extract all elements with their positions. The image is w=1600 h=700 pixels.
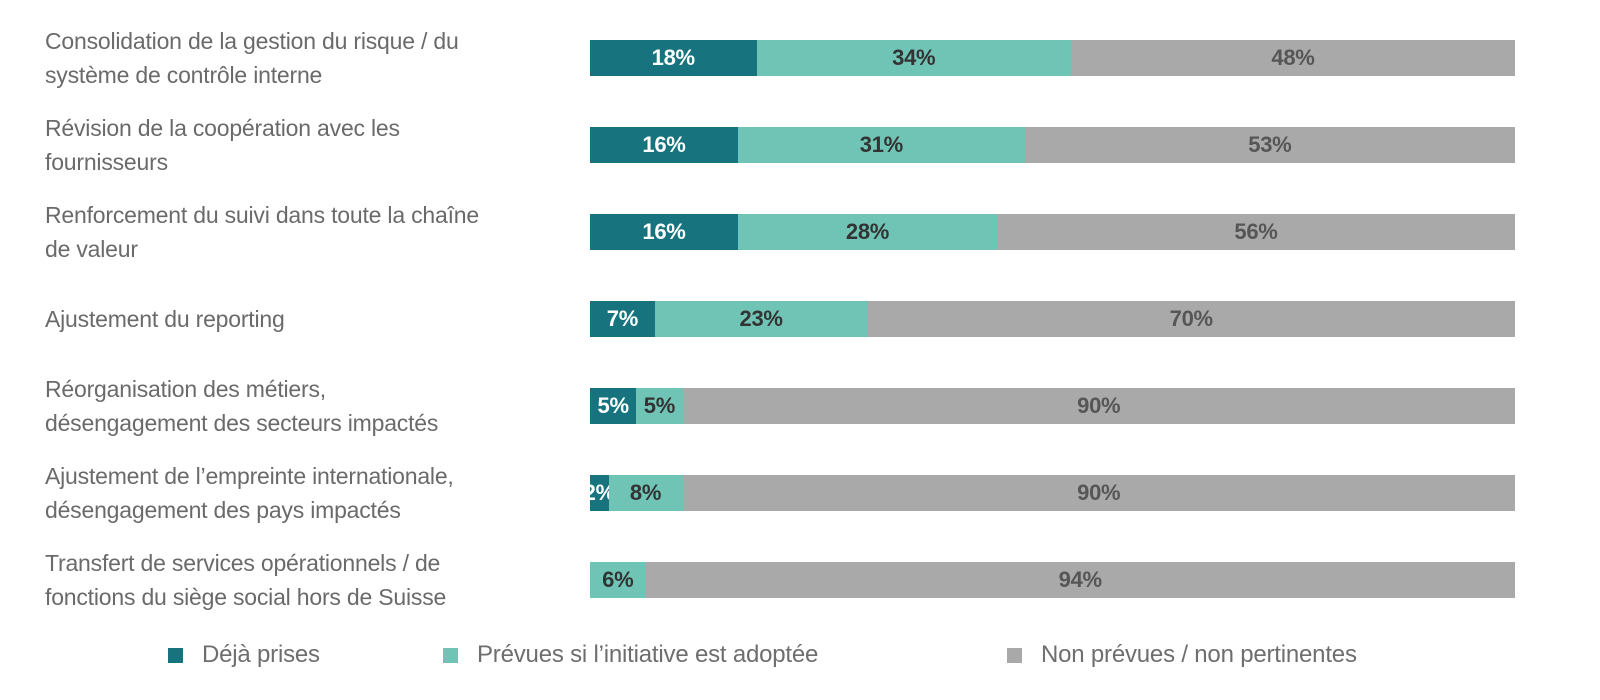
category-label: Renforcement du suivi dans toute la chaî… — [45, 202, 479, 262]
category-label: Ajustement de l’empreinte internationale… — [45, 463, 454, 523]
category-label: Consolidation de la gestion du risque / … — [45, 28, 459, 88]
bar-track: 16% 31% 53% — [590, 127, 1515, 163]
bar-value-label: 48% — [1271, 45, 1315, 70]
bar-segment-prevues: 31% — [738, 127, 1025, 163]
bar-segment-prevues: 23% — [654, 301, 868, 337]
bar-track: 16% 28% 56% — [590, 214, 1515, 250]
bar-value-label: 8% — [629, 480, 662, 505]
legend-swatch-icon — [1007, 647, 1022, 663]
category-label: Réorganisation des métiers, désengagemen… — [45, 376, 439, 436]
bar-value-label: 90% — [1077, 393, 1121, 418]
bar-segment-deja-prises: 16% — [590, 127, 738, 163]
bar-value-label: 16% — [642, 219, 686, 244]
chart-row: Révision de la coopération avec les four… — [45, 105, 1515, 185]
chart-row: Renforcement du suivi dans toute la chaî… — [45, 192, 1515, 272]
bar-value-label: 94% — [1058, 567, 1102, 592]
chart-row: Consolidation de la gestion du risque / … — [45, 18, 1515, 98]
bar-value-label: 5% — [597, 393, 630, 418]
chart-row: Ajustement de l’empreinte internationale… — [45, 453, 1515, 533]
bar-segment-non-prevues: 48% — [1071, 40, 1515, 76]
legend-item-prevues: Prévues si l’initiative est adoptée — [443, 638, 818, 672]
chart-row: Réorganisation des métiers, désengagemen… — [45, 366, 1515, 446]
bar-track: 6% 94% — [590, 562, 1515, 598]
legend-swatch-icon — [443, 647, 458, 663]
bar-segment-deja-prises: 18% — [590, 40, 757, 76]
legend-swatch-icon — [168, 647, 183, 663]
bar-track: 2% 8% 90% — [584, 475, 1515, 511]
legend-label: Non prévues / non pertinentes — [1041, 641, 1357, 668]
bar-value-label: 28% — [845, 219, 890, 244]
bar-segment-deja-prises: 5% — [590, 388, 637, 424]
bar-value-label: 53% — [1248, 132, 1292, 157]
bar-segment-prevues: 6% — [590, 562, 646, 598]
bar-value-label: 34% — [892, 45, 936, 70]
legend-item-deja-prises: Déjà prises — [168, 638, 320, 672]
bar-segment-non-prevues: 94% — [645, 562, 1515, 598]
category-label: Transfert de services opérationnels / de… — [45, 550, 447, 610]
bar-value-label: 23% — [739, 306, 783, 331]
bar-segment-prevues: 5% — [636, 388, 683, 424]
bar-value-label: 6% — [602, 567, 634, 592]
chart-legend: Déjà prises Prévues si l’initiative est … — [0, 638, 1600, 672]
category-label: Ajustement du reporting — [45, 306, 285, 332]
chart-row: Ajustement du reporting 7% 23% 70% — [45, 279, 1515, 359]
bar-segment-non-prevues: 90% — [682, 475, 1515, 511]
bar-value-label: 31% — [859, 132, 903, 157]
bar-track: 5% 5% 90% — [590, 388, 1515, 424]
bar-segment-deja-prises: 16% — [590, 214, 738, 250]
bar-segment-prevues: 8% — [608, 475, 683, 511]
bar-segment-deja-prises: 7% — [590, 301, 655, 337]
category-label: Révision de la coopération avec les four… — [45, 115, 400, 175]
legend-label: Prévues si l’initiative est adoptée — [477, 641, 819, 668]
bar-segment-prevues: 28% — [738, 214, 997, 250]
bar-value-label: 16% — [642, 132, 686, 157]
legend-item-non-prevues: Non prévues / non pertinentes — [1007, 638, 1357, 672]
bar-value-label: 5% — [643, 393, 676, 418]
legend-label: Déjà prises — [202, 641, 320, 668]
bar-track: 7% 23% 70% — [590, 301, 1515, 337]
bar-value-label: 90% — [1077, 480, 1121, 505]
chart-row: Transfert de services opérationnels / de… — [45, 540, 1515, 620]
bar-segment-non-prevues: 90% — [682, 388, 1515, 424]
bar-segment-non-prevues: 70% — [867, 301, 1515, 337]
bar-segment-deja-prises: 2% — [584, 475, 615, 511]
bar-segment-non-prevues: 53% — [1024, 127, 1515, 163]
bar-segment-non-prevues: 56% — [997, 214, 1515, 250]
bar-track: 18% 34% 48% — [590, 40, 1515, 76]
bar-value-label: 70% — [1169, 306, 1213, 331]
bar-value-label: 56% — [1234, 219, 1278, 244]
bar-value-label: 18% — [651, 45, 695, 70]
bar-segment-prevues: 34% — [756, 40, 1071, 76]
bar-value-label: 7% — [606, 306, 639, 331]
